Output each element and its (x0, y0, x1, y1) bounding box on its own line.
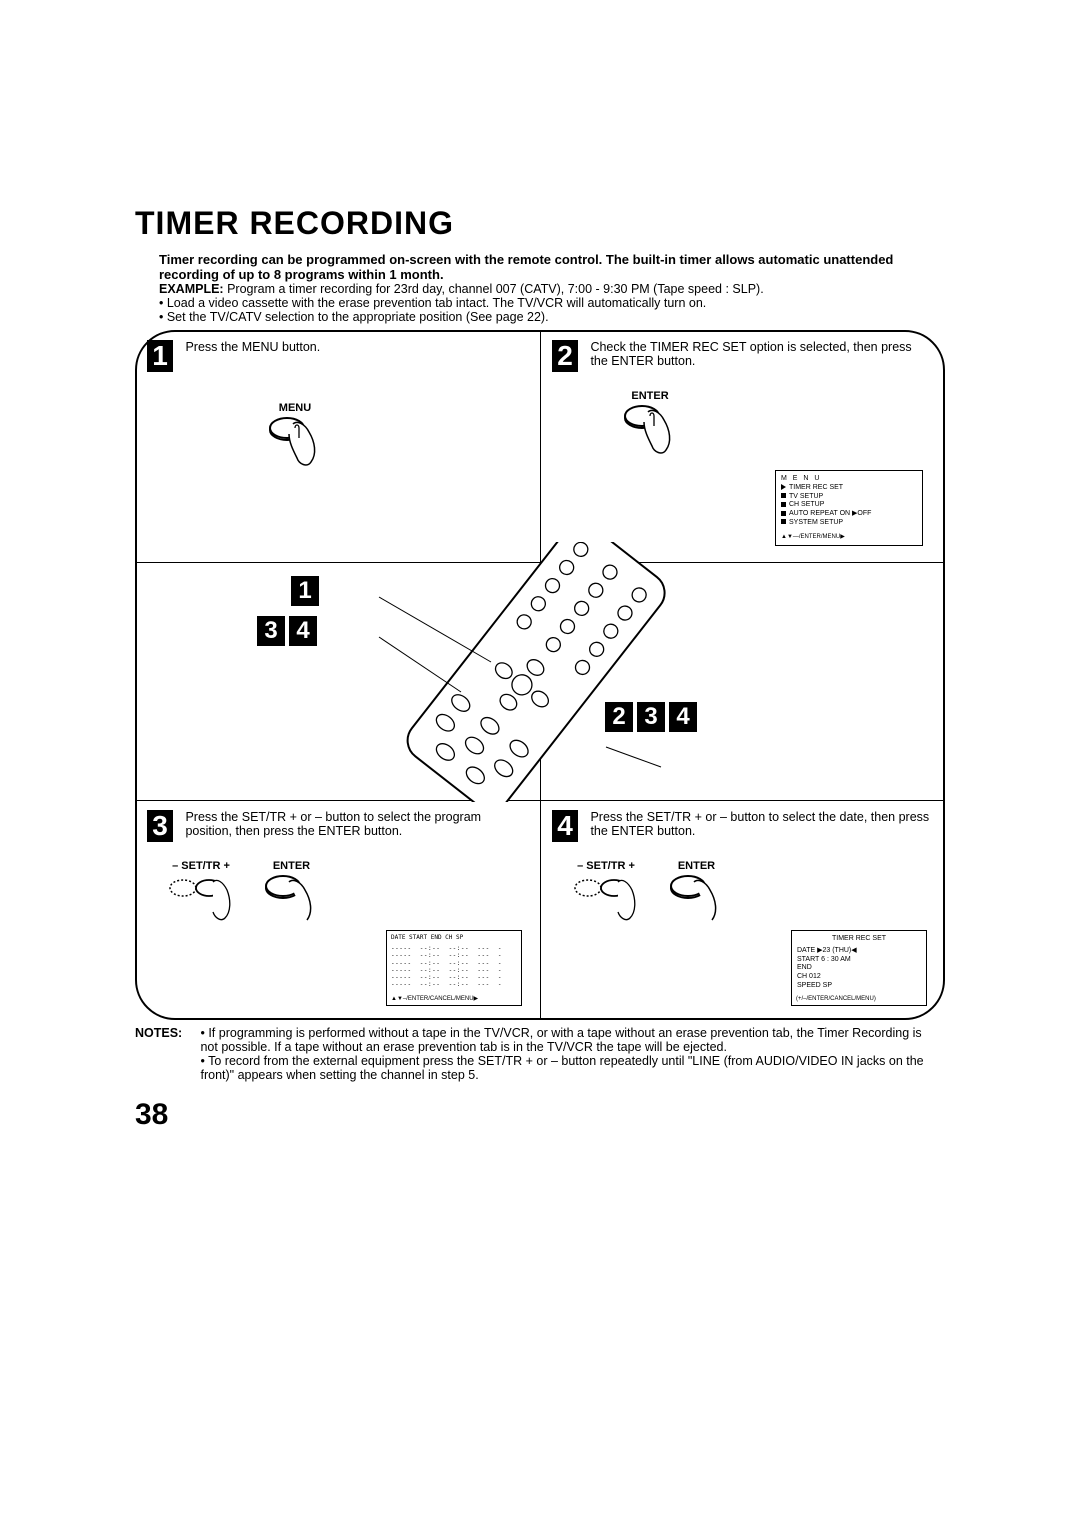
page-number: 38 (135, 1098, 168, 1132)
menu-item: SYSTEM SETUP (789, 519, 843, 526)
menu-button-label: MENU (265, 402, 325, 414)
step-4-cell: 4 Press the SET/TR + or – button to sele… (540, 800, 945, 1020)
steps-panel: 1 Press the MENU button. MENU 2 Check th… (135, 330, 945, 1020)
press-icon (261, 872, 321, 934)
timerlist-footer: ▲▼–/ENTER/CANCEL/MENU▶ (391, 996, 478, 1003)
settr-label-4: – SET/TR + (570, 860, 642, 872)
page-title: TIMER RECORDING (135, 205, 945, 242)
step-2-number: 2 (552, 340, 578, 372)
enter-button-graphic: ENTER (620, 390, 680, 469)
step-3-number: 3 (147, 810, 173, 842)
enter-graphic-3: ENTER (261, 860, 321, 939)
notes-block: NOTES: • If programming is performed wit… (135, 1026, 945, 1082)
timerset-title: TIMER REC SET (797, 935, 921, 944)
timer-set-box: TIMER REC SET DATE ▶23 (THU)◀START 6 : 3… (791, 930, 927, 1006)
remote-center-block: 1 3 4 2 3 4 (135, 562, 945, 800)
press-icon (620, 402, 680, 464)
timerlist-header: DATE START END CH SP (391, 934, 517, 941)
onscreen-menu-box: M E N U TIMER REC SET TV SETUP CH SETUP … (775, 470, 923, 546)
step-3-cell: 3 Press the SET/TR + or – button to sele… (135, 800, 540, 1020)
timerset-row: END (797, 964, 921, 973)
enter-button-label: ENTER (620, 390, 680, 402)
step-1-cell: 1 Press the MENU button. MENU (135, 330, 540, 562)
step-1-text: Press the MENU button. (185, 340, 320, 354)
timerset-row: CH 012 (797, 973, 921, 982)
step-2-text: Check the TIMER REC SET option is select… (590, 340, 930, 368)
enter-label-3: ENTER (261, 860, 321, 872)
timerset-footer: (+/–/ENTER/CANCEL/MENU) (796, 996, 876, 1004)
badge-4: 4 (289, 616, 317, 646)
step-2-cell: 2 Check the TIMER REC SET option is sele… (540, 330, 945, 562)
menu-button-graphic: MENU (265, 402, 325, 481)
example-line: EXAMPLE: Program a timer recording for 2… (135, 282, 945, 296)
timerset-row: START 6 : 30 AM (797, 956, 921, 965)
menu-item: CH SETUP (789, 501, 824, 508)
timerset-row: DATE ▶23 (THU)◀ (797, 947, 921, 956)
remote-icon (371, 542, 731, 802)
timer-list-box: DATE START END CH SP ----- --:-- --:-- -… (386, 930, 522, 1006)
step-4-text: Press the SET/TR + or – button to select… (590, 810, 930, 838)
step-3-text: Press the SET/TR + or – button to select… (185, 810, 525, 838)
enter-graphic-4: ENTER (666, 860, 726, 939)
menu-item: AUTO REPEAT ON ▶OFF (789, 510, 871, 517)
step-4-number: 4 (552, 810, 578, 842)
menu-title: M E N U (781, 475, 917, 484)
badge-1: 1 (291, 576, 319, 606)
step-1-number: 1 (147, 340, 173, 372)
press-icon (666, 872, 726, 934)
press-icon (265, 414, 325, 476)
settr-icon (165, 872, 237, 934)
menu-item: TIMER REC SET (789, 484, 843, 491)
prep-bullet-1: • Load a video cassette with the erase p… (135, 296, 945, 310)
remote-illustration (371, 542, 731, 802)
menu-item: TV SETUP (789, 493, 823, 500)
badge-3: 3 (257, 616, 285, 646)
note-1: • If programming is performed without a … (200, 1026, 921, 1054)
settr-graphic-4: – SET/TR + (570, 860, 642, 939)
settr-icon (570, 872, 642, 934)
settr-label: – SET/TR + (165, 860, 237, 872)
example-label: EXAMPLE: (159, 282, 224, 296)
prep-bullet-2: • Set the TV/CATV selection to the appro… (135, 310, 945, 324)
menu-footer: ▲▼—/ENTER/MENU▶ (781, 534, 917, 542)
example-text: Program a timer recording for 23rd day, … (224, 282, 764, 296)
settr-graphic: – SET/TR + (165, 860, 237, 939)
timerlist-rows: ----- --:-- --:-- --- - ----- --:-- --:-… (391, 945, 517, 988)
note-2: • To record from the external equipment … (200, 1054, 923, 1082)
enter-label-4: ENTER (666, 860, 726, 872)
notes-label: NOTES: (135, 1026, 197, 1040)
timerset-row: SPEED SP (797, 982, 921, 991)
intro-text: Timer recording can be programmed on-scr… (135, 252, 945, 282)
